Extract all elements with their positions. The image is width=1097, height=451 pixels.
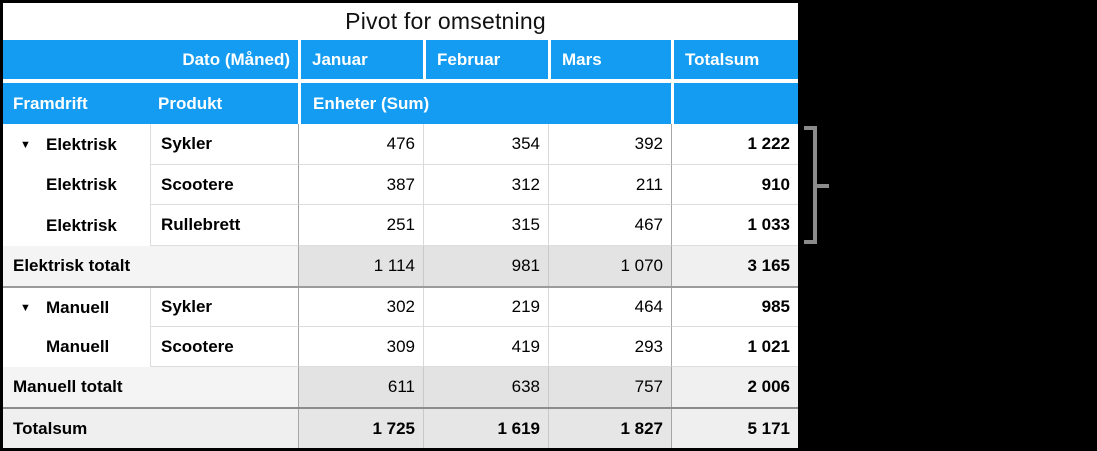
table-row: ▼ Elektrisk Sykler 476 354 392 1 222 (3, 124, 798, 165)
februar-subtotal-cell[interactable]: 981 (423, 246, 548, 286)
februar-value-cell[interactable]: 312 (423, 165, 548, 205)
totalsum-value-cell[interactable]: 1 021 (671, 327, 798, 367)
januar-value-cell[interactable]: 476 (298, 124, 423, 165)
header-label-produkt: Produkt (158, 93, 223, 113)
mars-subtotal-cell[interactable]: 1 070 (548, 246, 671, 286)
januar-subtotal-cell[interactable]: 611 (298, 367, 423, 407)
framdrift-cell[interactable]: ▼ Manuell (3, 288, 150, 327)
januar-value-cell[interactable]: 309 (298, 327, 423, 367)
framdrift-label: Manuell (46, 337, 110, 356)
table-row: Elektrisk Rullebrett 251 315 467 1 033 (3, 205, 798, 246)
field-header-row: Framdrift Produkt Enheter (Sum) (3, 83, 798, 124)
mars-value-cell[interactable]: 464 (548, 288, 671, 327)
produkt-cell[interactable]: Rullebrett (150, 205, 298, 246)
disclosure-triangle-icon[interactable]: ▼ (20, 301, 31, 314)
framdrift-label: Elektrisk (46, 215, 117, 235)
mars-grand-total-cell[interactable]: 1 827 (548, 409, 671, 448)
totalsum-grand-total-cell[interactable]: 5 171 (671, 409, 798, 448)
framdrift-cell[interactable]: Elektrisk (3, 205, 150, 246)
januar-value-cell[interactable]: 251 (298, 205, 423, 246)
framdrift-cell[interactable]: ▼ Elektrisk (3, 124, 150, 165)
group-separator (3, 286, 798, 288)
subtotal-label-cell[interactable]: Elektrisk totalt (3, 246, 298, 286)
mars-value-cell[interactable]: 211 (548, 165, 671, 205)
table-row: ▼ Manuell Sykler 302 219 464 985 (3, 288, 798, 327)
februar-subtotal-cell[interactable]: 638 (423, 367, 548, 407)
totalsum-value-cell[interactable]: 910 (671, 165, 798, 205)
framdrift-label: Manuell (46, 297, 110, 317)
totalsum-value-cell[interactable]: 1 033 (671, 205, 798, 246)
header-cell-enheter-sum[interactable]: Enheter (Sum) (298, 83, 671, 124)
februar-grand-total-cell[interactable]: 1 619 (423, 409, 548, 448)
mars-value-cell[interactable]: 467 (548, 205, 671, 246)
totalsum-subtotal-cell[interactable]: 2 006 (671, 367, 798, 407)
februar-value-cell[interactable]: 315 (423, 205, 548, 246)
header-cell-januar[interactable]: Januar (298, 40, 423, 79)
produkt-cell[interactable]: Sykler (150, 124, 298, 165)
mars-subtotal-cell[interactable]: 757 (548, 367, 671, 407)
table-row: Manuell Scootere 309 419 293 1 021 (3, 327, 798, 367)
produkt-cell[interactable]: Sykler (150, 288, 298, 327)
callout-bracket-tick (815, 184, 829, 188)
framdrift-cell[interactable]: Manuell (3, 327, 150, 367)
grand-total-row: Totalsum 1 725 1 619 1 827 5 171 (3, 409, 798, 448)
totalsum-subtotal-cell[interactable]: 3 165 (671, 246, 798, 286)
subtotal-label-cell[interactable]: Manuell totalt (3, 367, 298, 407)
grand-total-separator (3, 407, 798, 409)
februar-value-cell[interactable]: 354 (423, 124, 548, 165)
header-cell-totalsum[interactable]: Totalsum (671, 40, 798, 79)
januar-subtotal-cell[interactable]: 1 114 (298, 246, 423, 286)
mars-value-cell[interactable]: 293 (548, 327, 671, 367)
januar-grand-total-cell[interactable]: 1 725 (298, 409, 423, 448)
subtotal-row: Elektrisk totalt 1 114 981 1 070 3 165 (3, 246, 798, 286)
subtotal-row: Manuell totalt 611 638 757 2 006 (3, 367, 798, 407)
januar-value-cell[interactable]: 302 (298, 288, 423, 327)
header-label-framdrift: Framdrift (13, 93, 88, 113)
grand-total-label-cell[interactable]: Totalsum (3, 409, 298, 448)
mars-value-cell[interactable]: 392 (548, 124, 671, 165)
februar-value-cell[interactable]: 419 (423, 327, 548, 367)
februar-value-cell[interactable]: 219 (423, 288, 548, 327)
totalsum-value-cell[interactable]: 1 222 (671, 124, 798, 165)
produkt-cell[interactable]: Scootere (150, 165, 298, 205)
produkt-cell[interactable]: Scootere (150, 327, 298, 367)
header-cell-dato-maned[interactable]: Dato (Måned) (182, 49, 290, 69)
framdrift-label: Elektrisk (46, 134, 117, 154)
disclosure-triangle-icon[interactable]: ▼ (20, 138, 31, 151)
column-header-row: Dato (Måned) Januar Februar Mars Totalsu… (3, 40, 798, 79)
totalsum-value-cell[interactable]: 985 (671, 288, 798, 327)
framdrift-label: Elektrisk (46, 175, 117, 194)
header-cell-februar[interactable]: Februar (423, 40, 548, 79)
header-divider (3, 79, 798, 83)
januar-value-cell[interactable]: 387 (298, 165, 423, 205)
table-row: Elektrisk Scootere 387 312 211 910 (3, 165, 798, 205)
table-title-row: Pivot for omsetning (3, 3, 798, 40)
table-title[interactable]: Pivot for omsetning (345, 8, 546, 34)
header-cell-empty[interactable] (671, 83, 798, 124)
header-cell-row-fields[interactable]: Framdrift Produkt (3, 83, 298, 124)
callout-bracket-top-cap (804, 126, 817, 130)
callout-bracket-bottom-cap (804, 240, 817, 244)
framdrift-cell[interactable]: Elektrisk (3, 165, 150, 205)
pivot-table: Pivot for omsetning Dato (Måned) Januar … (3, 3, 798, 448)
header-cell-mars[interactable]: Mars (548, 40, 671, 79)
